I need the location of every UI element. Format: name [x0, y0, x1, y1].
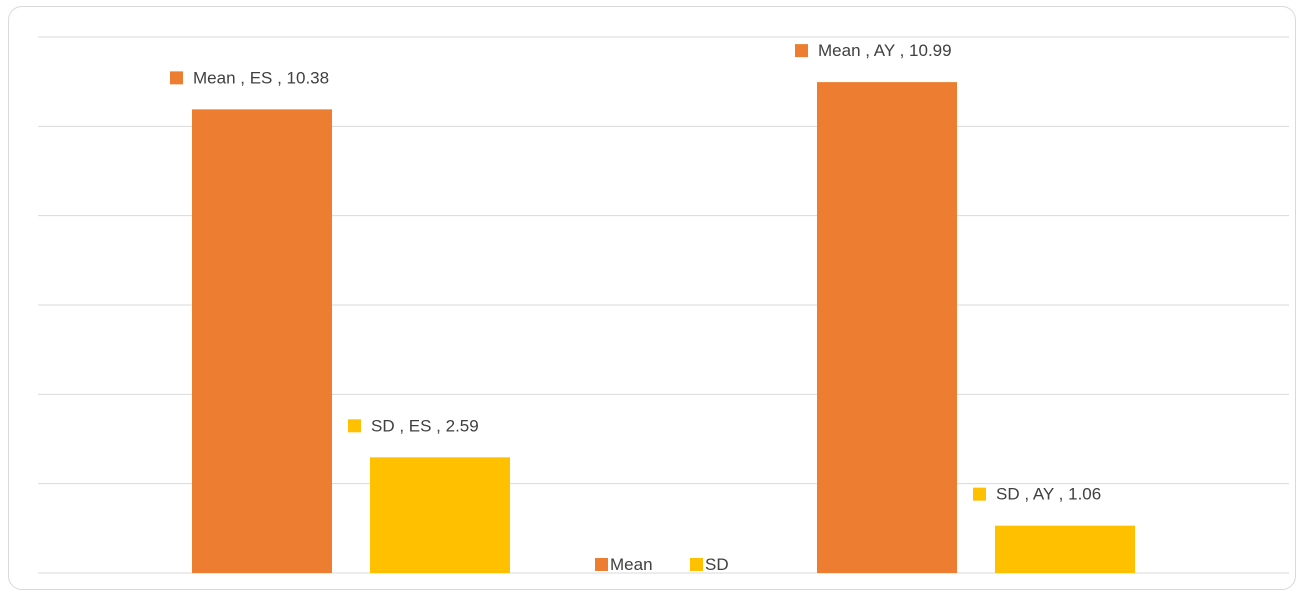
legend: Mean SD	[595, 555, 729, 574]
data-label-sd-ay: SD , AY , 1.06	[996, 485, 1101, 504]
bars	[192, 82, 1135, 574]
data-label-key-mean-es	[170, 71, 183, 85]
data-label-key-mean-ay	[795, 44, 808, 58]
legend-key-mean	[595, 558, 608, 571]
bar-mean-ay	[817, 82, 957, 573]
bar-mean-es	[192, 109, 332, 574]
legend-key-sd	[690, 558, 703, 571]
data-label-sd-es: SD , ES , 2.59	[371, 416, 479, 435]
data-labels: Mean , ES , 10.38 SD , ES , 2.59 Mean , AY…	[170, 41, 1101, 504]
legend-label-sd: SD	[705, 555, 729, 574]
bar-sd-es	[370, 457, 510, 573]
data-label-key-sd-es	[348, 419, 361, 433]
data-label-key-sd-ay	[973, 487, 986, 501]
legend-label-mean: Mean	[610, 555, 653, 574]
data-label-mean-es: Mean , ES , 10.38	[193, 68, 329, 87]
bar-sd-ay	[995, 525, 1135, 573]
data-label-mean-ay: Mean , AY , 10.99	[818, 41, 952, 60]
